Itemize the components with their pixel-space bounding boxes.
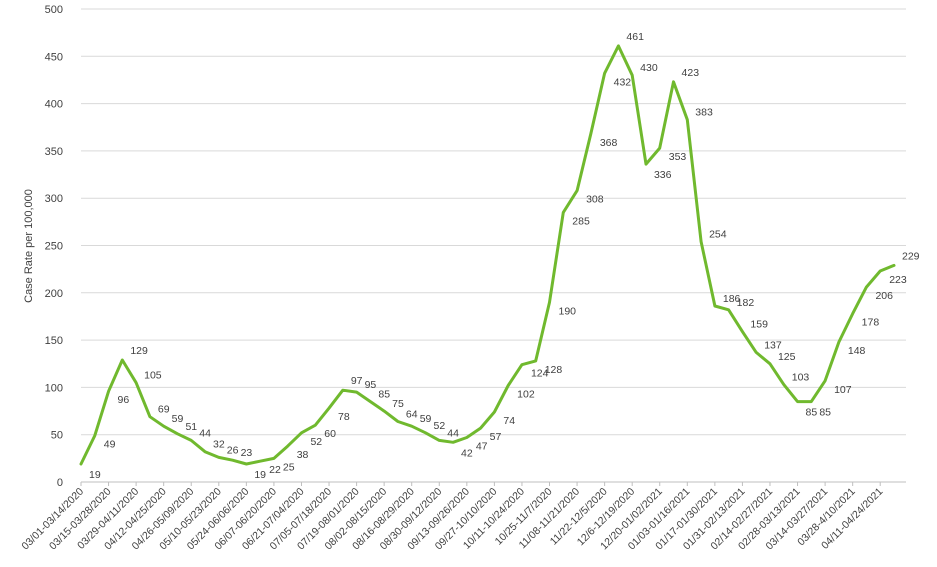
data-label: 49 [104,439,116,451]
y-tick-label: 350 [45,146,63,158]
data-label: 25 [283,461,295,473]
data-label: 178 [862,317,880,329]
y-tick-labels: 0 50 100 150 200 250 300 350 400 450 500 [45,4,63,489]
y-tick-label: 300 [45,193,63,205]
y-tick-label: 450 [45,51,63,63]
data-label: 85 [378,389,390,401]
data-label: 461 [626,31,644,43]
y-tick-label: 50 [51,430,63,442]
data-label: 47 [476,441,488,453]
data-label: 336 [654,169,672,181]
y-tick-label: 200 [45,288,63,300]
data-label: 105 [144,370,162,382]
data-label: 23 [241,447,253,459]
y-tick-label: 250 [45,241,63,253]
data-label: 128 [545,364,563,376]
data-label: 229 [902,250,920,262]
data-label: 137 [764,339,782,351]
data-label: 26 [227,444,239,456]
y-tick-label: 100 [45,382,63,394]
data-label: 97 [351,375,363,387]
data-label: 95 [365,379,377,391]
data-label: 107 [834,384,852,396]
data-label: 148 [848,345,866,357]
data-label: 19 [254,469,266,481]
data-label: 69 [158,404,170,416]
data-label: 22 [269,464,281,476]
data-label: 19 [89,469,101,481]
data-label: 60 [324,428,336,440]
data-label: 308 [586,194,604,206]
data-label: 423 [682,67,700,79]
y-tick-label: 0 [57,477,63,489]
data-label: 52 [433,420,445,432]
data-label: 125 [778,351,796,363]
data-label: 159 [750,319,768,331]
data-label: 42 [461,447,473,459]
data-label: 285 [572,215,590,227]
data-label: 124 [531,368,549,380]
y-axis-label: Case Rate per 100,000 [23,189,35,303]
data-label: 102 [517,389,535,401]
data-label: 59 [172,413,184,425]
data-label: 38 [297,449,309,461]
data-label: 85 [819,407,831,419]
data-label: 353 [669,151,687,163]
data-label: 64 [406,408,418,420]
data-label: 254 [709,229,727,241]
data-label: 129 [130,345,148,357]
data-label: 57 [490,431,502,443]
x-tick-labels: 03/01-03/14/202003/15-03/28/202003/29-04… [19,482,885,552]
data-label: 74 [503,415,515,427]
data-label: 96 [118,394,130,406]
y-tick-label: 500 [45,4,63,16]
gridlines [81,8,906,483]
data-label: 44 [199,427,211,439]
data-label: 103 [792,372,810,384]
data-label: 190 [559,305,577,317]
data-label: 51 [185,421,197,433]
data-label: 32 [213,439,225,451]
data-label: 78 [338,411,350,423]
y-tick-label: 150 [45,335,63,347]
data-label: 75 [392,398,404,410]
data-label: 85 [806,407,818,419]
data-label: 223 [889,274,907,286]
data-label: 52 [310,436,322,448]
data-label: 59 [420,413,432,425]
data-label: 206 [875,290,893,302]
data-label: 383 [695,107,713,119]
y-tick-label: 400 [45,99,63,111]
data-label: 368 [600,137,618,149]
data-label: 182 [737,297,755,309]
data-label: 430 [640,62,658,74]
data-label: 432 [614,76,632,88]
data-label: 44 [447,427,459,439]
series-line-layer [79,44,896,466]
series-line [79,44,896,466]
data-label: 186 [723,293,741,305]
